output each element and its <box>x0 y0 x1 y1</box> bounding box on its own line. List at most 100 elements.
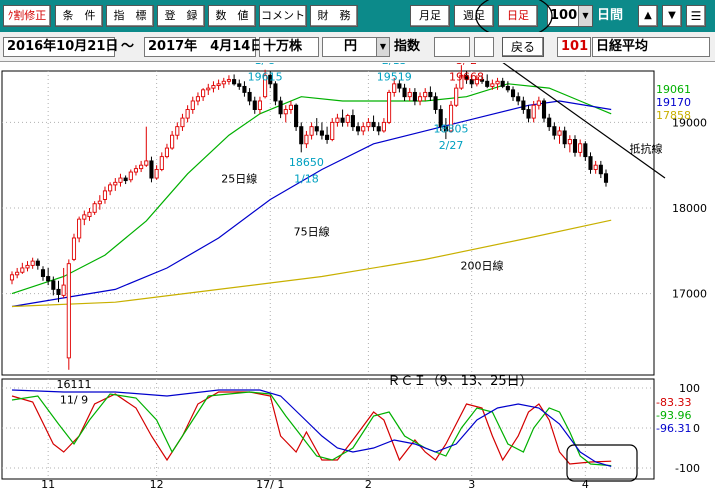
tilde-label: ～ <box>121 39 135 54</box>
register-button[interactable]: 登 録 <box>157 5 205 27</box>
candle-body <box>40 269 46 277</box>
price-annotation: 1/18 <box>294 172 319 185</box>
toolbar: ｸ割修正 条 件 指 標 登 録 数 値 コメント 財 務 月足 週足 日足 1… <box>0 0 715 32</box>
candle-body <box>474 79 479 85</box>
candle-body <box>226 79 231 82</box>
condition-button[interactable]: 条 件 <box>55 5 103 27</box>
candle-body <box>133 168 139 173</box>
candle-body <box>361 126 366 132</box>
candle-body <box>526 109 531 119</box>
financial-button[interactable]: 財 務 <box>310 5 358 27</box>
candle-body <box>593 164 598 170</box>
price-annotation: 18805 <box>434 123 469 136</box>
price-annotation: 18650 <box>289 156 324 169</box>
monthly-button[interactable]: 月足 <box>410 5 450 27</box>
candle-body <box>201 89 206 98</box>
rci-legend-value: -83.33 <box>656 396 691 409</box>
candle-body <box>438 109 443 128</box>
candle-body <box>51 280 56 290</box>
candle-body <box>128 171 133 181</box>
comment-button[interactable]: コメント <box>259 5 307 27</box>
rci-series-line <box>11 391 612 465</box>
candle-body <box>9 274 15 281</box>
candle-body <box>516 96 521 102</box>
date-to-field[interactable]: 2017年 4月14日 <box>144 37 263 57</box>
candle-body <box>521 100 526 110</box>
x-tick-label: 4 <box>582 478 589 491</box>
candle-body <box>495 80 500 85</box>
candle-body <box>325 134 330 140</box>
index-field[interactable] <box>434 37 470 57</box>
candle-body <box>206 87 211 91</box>
candle-body <box>562 130 567 145</box>
candle-body <box>232 79 237 85</box>
candle-body <box>392 83 397 93</box>
index-field-2[interactable] <box>474 37 494 57</box>
candle-body <box>567 139 572 145</box>
candle-body <box>366 121 371 128</box>
candle-body <box>572 139 578 153</box>
price-annotation: 1/ 5 <box>254 63 275 67</box>
chevron-down-icon: ▼ <box>376 38 389 56</box>
numeric-button[interactable]: 数 値 <box>208 5 256 27</box>
price-panel-frame <box>1 70 655 376</box>
weekly-button[interactable]: 週足 <box>454 5 494 27</box>
count-select[interactable]: 100 ▼ <box>547 5 593 27</box>
stock-code-field[interactable]: 101 <box>557 37 591 57</box>
candle-body <box>46 276 51 282</box>
candle-body <box>557 130 562 136</box>
nav-up-button[interactable]: ▲ <box>638 5 658 27</box>
x-axis: 11 12 17/ 1 2 3 4 <box>41 478 589 491</box>
chart-area: 17000 18000 19000 100 0 -100 1/ 5 19615 2/13 19… <box>0 54 715 497</box>
price-annotation: 16111 <box>56 378 91 391</box>
price-annotation: 2/13 <box>382 63 407 67</box>
rci-highlight-box <box>566 444 638 482</box>
candle-body <box>149 160 154 179</box>
ma-label: 75日線 <box>294 224 330 238</box>
date-from-field[interactable]: 2016年10月21日 <box>3 37 118 57</box>
ma-label: 25日線 <box>221 171 257 185</box>
rci-labels: ＲＣＩ（9、13、25日） -83.33-93.96-96.31 <box>387 374 691 435</box>
rci-series-line <box>11 391 612 467</box>
candle-body <box>154 169 159 179</box>
indicator-button[interactable]: 指 標 <box>106 5 154 27</box>
candle-body <box>345 115 350 123</box>
candle-body <box>485 80 490 87</box>
candle-body <box>123 177 128 182</box>
nav-down-button[interactable]: ▼ <box>662 5 682 27</box>
candle-body <box>185 109 190 119</box>
candle-body <box>454 87 459 106</box>
count-value: 100 <box>550 8 578 23</box>
back-button[interactable]: 戻る <box>502 37 544 57</box>
price-y-tick-label: 17000 <box>672 288 707 301</box>
price-legend-value: 19061 <box>656 83 691 96</box>
candle-body <box>510 89 516 98</box>
candle-body <box>490 83 495 87</box>
price-legend-value: 19170 <box>656 96 691 109</box>
candle-body <box>87 211 92 218</box>
candle-body <box>170 134 175 149</box>
ma-label: 抵抗線 <box>630 141 663 155</box>
ma-label: 200日線 <box>461 259 504 273</box>
candle-body <box>190 100 195 110</box>
rci-grid: 100 0 -100 <box>2 382 700 475</box>
candle-body <box>164 147 170 158</box>
x-tick-label: 11 <box>41 478 55 491</box>
candle-body <box>118 177 123 183</box>
candle-body <box>536 100 541 106</box>
rci-series-line <box>11 389 612 467</box>
candle-body <box>314 126 319 132</box>
candle-body <box>113 181 118 186</box>
split-adjust-button[interactable]: ｸ割修正 <box>3 5 51 27</box>
daily-button[interactable]: 日足 <box>498 5 538 27</box>
candle-body <box>402 87 407 98</box>
candle-body <box>547 117 552 128</box>
rci-panel-frame <box>1 378 655 480</box>
candle-body <box>448 104 454 132</box>
candle-body <box>283 109 288 115</box>
menu-icon[interactable]: ☰ <box>686 5 706 27</box>
currency-select[interactable]: 円 ▼ <box>322 37 390 57</box>
candle-body <box>381 121 386 132</box>
candle-body <box>82 214 87 220</box>
candle-body <box>35 260 40 266</box>
